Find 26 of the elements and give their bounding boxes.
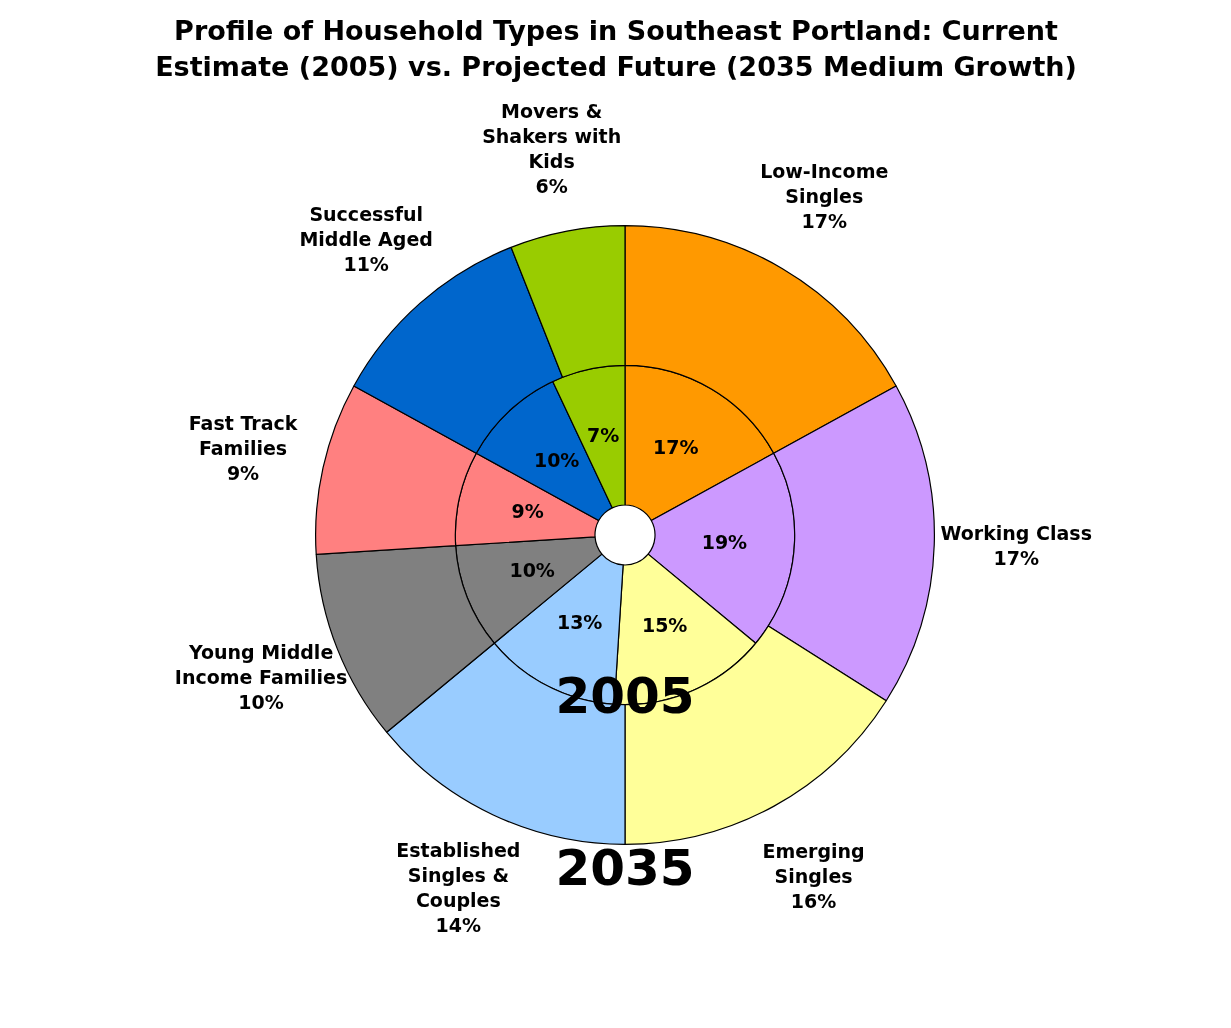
slice-label: 2035 xyxy=(555,839,695,898)
data-label: 14% xyxy=(435,913,482,936)
data-label: 11% xyxy=(343,253,389,276)
data-label: 10% xyxy=(509,558,555,581)
data-label: 17% xyxy=(653,435,699,458)
slice-label: Emerging Singles xyxy=(762,839,865,887)
data-label: 10% xyxy=(533,449,580,472)
data-label: 16% xyxy=(790,889,837,912)
data-label: 9% xyxy=(226,461,260,484)
data-label: 17% xyxy=(993,546,1039,569)
data-label: 7% xyxy=(587,424,620,447)
slice-label: Established Singles & Couples xyxy=(396,838,521,911)
data-label: 6% xyxy=(535,174,568,197)
data-label: 13% xyxy=(556,610,603,633)
slice-label: Low-Income Singles xyxy=(760,160,889,208)
chart-title: Profile of Household Types in Southeast Portland: Current Estimate (2005) vs. Projected Future (2035 Medium Growth) xyxy=(155,15,1077,83)
data-label: 9% xyxy=(511,500,544,523)
data-label: 19% xyxy=(701,531,748,554)
slice-label: Fast Track Families xyxy=(188,411,298,459)
slice-label: Successful Middle Aged xyxy=(299,203,433,251)
slice-label: Young Middle Income Families xyxy=(174,641,348,689)
data-label: 17% xyxy=(801,210,847,233)
slice-label: Working Class xyxy=(940,521,1092,544)
data-label: 15% xyxy=(641,613,688,636)
data-label: 10% xyxy=(238,691,284,714)
slice-label: Movers & Shakers with Kids xyxy=(482,99,622,172)
